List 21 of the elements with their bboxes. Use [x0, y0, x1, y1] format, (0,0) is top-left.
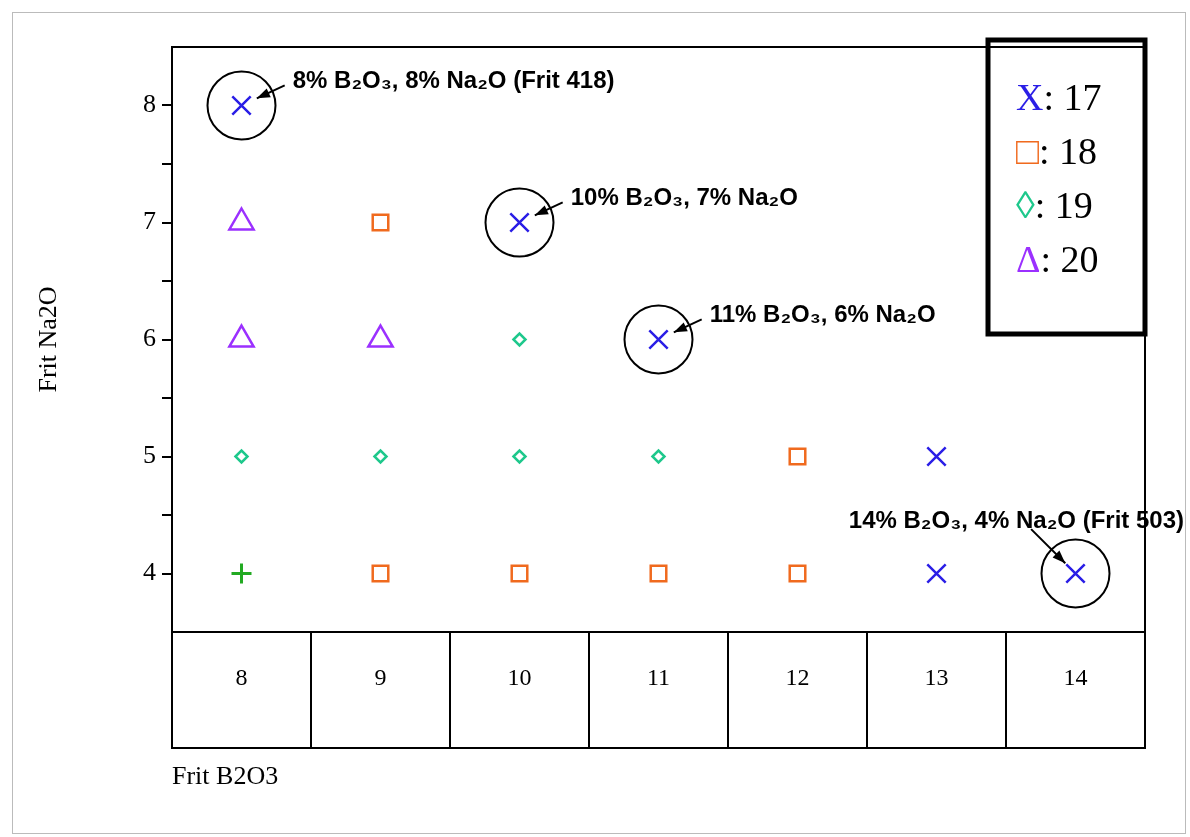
y-tick-label: 4	[143, 557, 156, 587]
text: Δ: 20	[1016, 237, 1099, 280]
x-tick-label: 8	[235, 663, 248, 690]
y-tick-label: 5	[143, 440, 156, 470]
x-tick-label: 13	[924, 663, 949, 690]
x-tick-label: 9	[374, 663, 387, 690]
text: □: 18	[1016, 129, 1098, 172]
x-axis-title: Frit B2O3	[172, 761, 279, 791]
x-tick-label: 14	[1063, 663, 1088, 690]
y-tick-label: 8	[143, 89, 156, 119]
annotation: 10% B₂O₃, 7% Na₂O	[570, 182, 798, 210]
x-tick-label: 10	[507, 663, 532, 690]
text: ◊: 19	[1016, 183, 1093, 226]
x-tick-label: 12	[785, 663, 810, 690]
annotation: 11% B₂O₃, 6% Na₂O	[709, 299, 936, 327]
y-axis-title: Frit Na2O	[33, 286, 63, 393]
y-tick-label: 7	[143, 206, 156, 236]
x-tick-label: 11	[646, 663, 671, 690]
y-tick-label: 6	[143, 323, 156, 353]
text: X: 17	[1016, 75, 1102, 118]
annotation: 8% B₂O₃, 8% Na₂O (Frit 418)	[292, 65, 615, 93]
